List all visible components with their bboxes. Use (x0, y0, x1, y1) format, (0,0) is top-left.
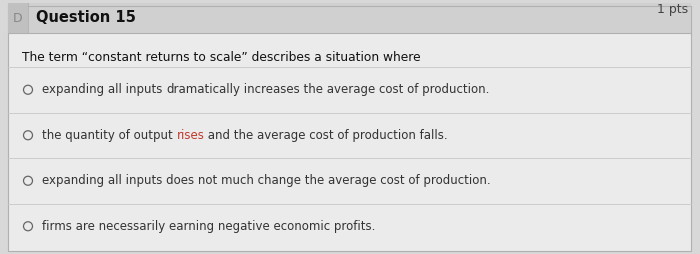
FancyBboxPatch shape (8, 3, 28, 33)
Text: firms are necessarily earning negative economic profits.: firms are necessarily earning negative e… (42, 220, 375, 233)
Text: Question 15: Question 15 (36, 10, 136, 25)
Text: the quantity of output: the quantity of output (42, 129, 176, 142)
Text: and the average cost of production falls.: and the average cost of production falls… (204, 129, 448, 142)
Text: The term “constant returns to scale” describes a situation where: The term “constant returns to scale” des… (22, 51, 421, 64)
Text: D: D (13, 11, 23, 24)
Text: dramatically: dramatically (166, 83, 240, 96)
Text: 1 pts: 1 pts (657, 3, 688, 16)
Text: increases the average cost of production.: increases the average cost of production… (240, 83, 489, 96)
Text: expanding all inputs: expanding all inputs (42, 83, 166, 96)
Text: rises: rises (176, 129, 204, 142)
FancyBboxPatch shape (8, 3, 691, 33)
FancyBboxPatch shape (8, 6, 691, 251)
Text: expanding all inputs does not much change the average cost of production.: expanding all inputs does not much chang… (42, 174, 491, 187)
